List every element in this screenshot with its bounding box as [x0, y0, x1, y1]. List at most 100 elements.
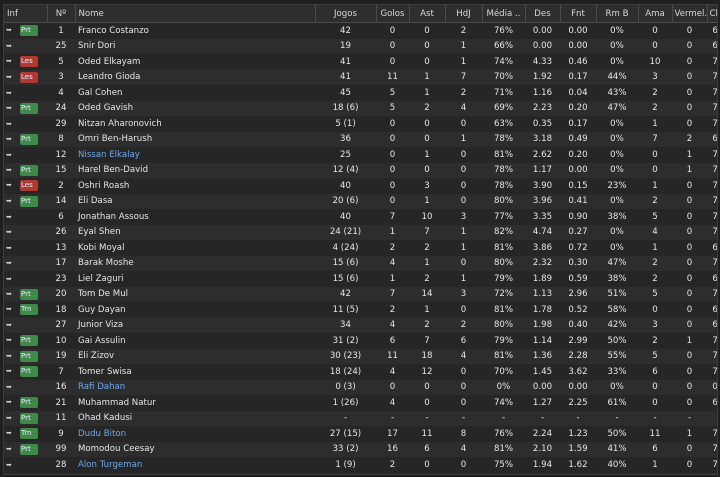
table-row[interactable]: ➥ Prt 24 Oded Gavish 18 (6) 5 2 4 69% 2.23 0.20 47%…: [4, 100, 717, 116]
table-row[interactable]: ➥ Prt 7 Tomer Swisa 18 (24) 4 12 0 70% 1.45 3.62 33…: [4, 364, 717, 380]
row-arrow-icon[interactable]: ➥: [6, 196, 12, 205]
column-header-vermelhos[interactable]: Vermel...: [672, 5, 708, 23]
player-name[interactable]: Junior Viza: [75, 317, 315, 333]
column-header-number[interactable]: Nº: [47, 5, 76, 23]
player-name[interactable]: Gai Assulin: [75, 333, 315, 349]
row-arrow-icon[interactable]: ➥: [6, 336, 12, 345]
table-row[interactable]: ➥ 6 Jonathan Assous 40 7 10 3 77% 3.35 0.90 38% 5 0 7…: [4, 209, 717, 225]
row-arrow-icon[interactable]: ➥: [6, 150, 12, 159]
row-arrow-icon[interactable]: ➥: [6, 26, 12, 35]
row-arrow-icon[interactable]: ➥: [6, 103, 12, 112]
column-header-golos[interactable]: Golos: [376, 5, 410, 23]
player-name[interactable]: Omri Ben-Harush: [75, 131, 315, 147]
row-arrow-icon[interactable]: ➥: [6, 460, 12, 469]
row-arrow-icon[interactable]: ➥: [6, 444, 12, 453]
column-header-ama[interactable]: Ama: [638, 5, 673, 23]
row-arrow-icon[interactable]: ➥: [6, 289, 12, 298]
table-row[interactable]: ➥ Trn 18 Guy Dayan 11 (5) 2 1 0 81% 1.78 0.52 58% 0 0…: [4, 302, 717, 318]
player-name[interactable]: Tom De Mul: [75, 286, 315, 302]
row-arrow-icon[interactable]: ➥: [6, 351, 12, 360]
player-name[interactable]: Eli Zizov: [75, 348, 315, 364]
player-name[interactable]: Guy Dayan: [75, 302, 315, 318]
row-arrow-icon[interactable]: ➥: [6, 72, 12, 81]
player-name[interactable]: Oded Elkayam: [75, 54, 315, 70]
row-arrow-icon[interactable]: ➥: [6, 42, 12, 51]
row-arrow-icon[interactable]: ➥: [6, 274, 12, 283]
player-name[interactable]: Barak Moshe: [75, 255, 315, 271]
player-name[interactable]: Eyal Shen: [75, 224, 315, 240]
row-arrow-icon[interactable]: ➥: [6, 243, 12, 252]
column-header-jogos[interactable]: Jogos: [315, 5, 377, 23]
column-header-rmb[interactable]: Rm B: [596, 5, 639, 23]
table-row[interactable]: ➥ Prt 21 Muhammad Natur 1 (26) 4 0 0 74% 1.27 2.25…: [4, 395, 717, 411]
row-arrow-icon[interactable]: ➥: [6, 212, 12, 221]
player-name[interactable]: Tomer Swisa: [75, 364, 315, 380]
row-arrow-icon[interactable]: ➥: [6, 165, 12, 174]
table-row[interactable]: ➥ Prt 99 Momodou Ceesay 33 (2) 16 6 4 81% 2.10 1.5…: [4, 441, 717, 457]
row-arrow-icon[interactable]: ➥: [6, 259, 12, 268]
column-header-cl-med[interactable]: Cl Med: [707, 5, 717, 23]
table-row[interactable]: ➥ 23 Liel Zaguri 15 (6) 1 2 1 79% 1.89 0.59 38% 2 0 6…: [4, 271, 717, 287]
player-name[interactable]: Kobi Moyal: [75, 240, 315, 256]
player-name[interactable]: Muhammad Natur: [75, 395, 315, 411]
row-arrow-icon[interactable]: ➥: [6, 119, 12, 128]
player-name[interactable]: Liel Zaguri: [75, 271, 315, 287]
player-name[interactable]: Nitzan Aharonovich: [75, 116, 315, 132]
table-row[interactable]: ➥ 17 Barak Moshe 15 (6) 4 1 0 80% 2.32 0.30 47% 2 0 7…: [4, 255, 717, 271]
player-name[interactable]: Franco Costanzo: [75, 22, 315, 39]
player-name[interactable]: Eli Dasa: [75, 193, 315, 209]
column-header-des[interactable]: Des: [525, 5, 561, 23]
row-arrow-icon[interactable]: ➥: [6, 429, 12, 438]
player-name[interactable]: Oshri Roash: [75, 178, 315, 194]
row-arrow-icon[interactable]: ➥: [6, 134, 12, 143]
table-row[interactable]: ➥ Prt 1 Franco Costanzo 42 0 0 2 76% 0.00 0.00 0% 0 0…: [4, 22, 717, 39]
player-name[interactable]: Oded Gavish: [75, 100, 315, 116]
player-name[interactable]: Snir Dori: [75, 38, 315, 54]
player-name[interactable]: Harel Ben-David: [75, 162, 315, 178]
row-arrow-icon[interactable]: ➥: [6, 321, 12, 330]
player-name[interactable]: Momodou Ceesay: [75, 441, 315, 457]
table-row[interactable]: ➥ 29 Nitzan Aharonovich 5 (1) 0 0 0 63% 0.35 0.17…: [4, 116, 717, 132]
table-row[interactable]: ➥ Prt 8 Omri Ben-Harush 36 0 0 1 78% 3.18 0.49 0% 7 2…: [4, 131, 717, 147]
row-arrow-icon[interactable]: ➥: [6, 228, 12, 237]
row-arrow-icon[interactable]: ➥: [6, 367, 12, 376]
column-header-inf[interactable]: Inf: [4, 5, 48, 23]
row-arrow-icon[interactable]: ➥: [6, 398, 12, 407]
column-header-media[interactable]: Média ..: [482, 5, 526, 23]
table-row[interactable]: ➥ Trn 9 Dudu Biton 27 (15) 17 11 8 76% 2.24 1.23 50…: [4, 426, 717, 442]
table-row[interactable]: ➥ Les 3 Leandro Gioda 41 11 1 7 70% 1.92 0.17 44% 3 0…: [4, 69, 717, 85]
table-row[interactable]: ➥ Prt 10 Gai Assulin 31 (2) 6 7 6 79% 1.14 2.99 50%…: [4, 333, 717, 349]
player-name[interactable]: Gal Cohen: [75, 85, 315, 101]
row-arrow-icon[interactable]: ➥: [6, 383, 12, 392]
player-name[interactable]: Ohad Kadusi: [75, 410, 315, 426]
column-header-fnt[interactable]: Fnt: [560, 5, 597, 23]
player-name[interactable]: Rafi Dahan: [75, 379, 315, 395]
player-name[interactable]: Nissan Elkalay: [75, 147, 315, 163]
row-arrow-icon[interactable]: ➥: [6, 413, 12, 422]
row-arrow-icon[interactable]: ➥: [6, 57, 12, 66]
column-header-ast[interactable]: Ast: [409, 5, 446, 23]
table-row[interactable]: ➥ Prt 15 Harel Ben-David 12 (4) 0 0 0 78% 1.17 0.0…: [4, 162, 717, 178]
column-header-hdj[interactable]: HdJ: [445, 5, 483, 23]
column-header-name[interactable]: Nome: [75, 5, 316, 23]
player-name[interactable]: Alon Turgeman: [75, 457, 315, 473]
row-arrow-icon[interactable]: ➥: [6, 88, 12, 97]
player-name[interactable]: Jonathan Assous: [75, 209, 315, 225]
player-name[interactable]: Dudu Biton: [75, 426, 315, 442]
player-name[interactable]: Leandro Gioda: [75, 69, 315, 85]
table-row[interactable]: ➥ Prt 19 Eli Zizov 30 (23) 11 18 4 81% 1.36 2.28 55…: [4, 348, 717, 364]
row-arrow-icon[interactable]: ➥: [6, 305, 12, 314]
table-row[interactable]: ➥ 28 Alon Turgeman 1 (9) 2 0 0 75% 1.94 1.62 40% 1 0…: [4, 457, 717, 473]
